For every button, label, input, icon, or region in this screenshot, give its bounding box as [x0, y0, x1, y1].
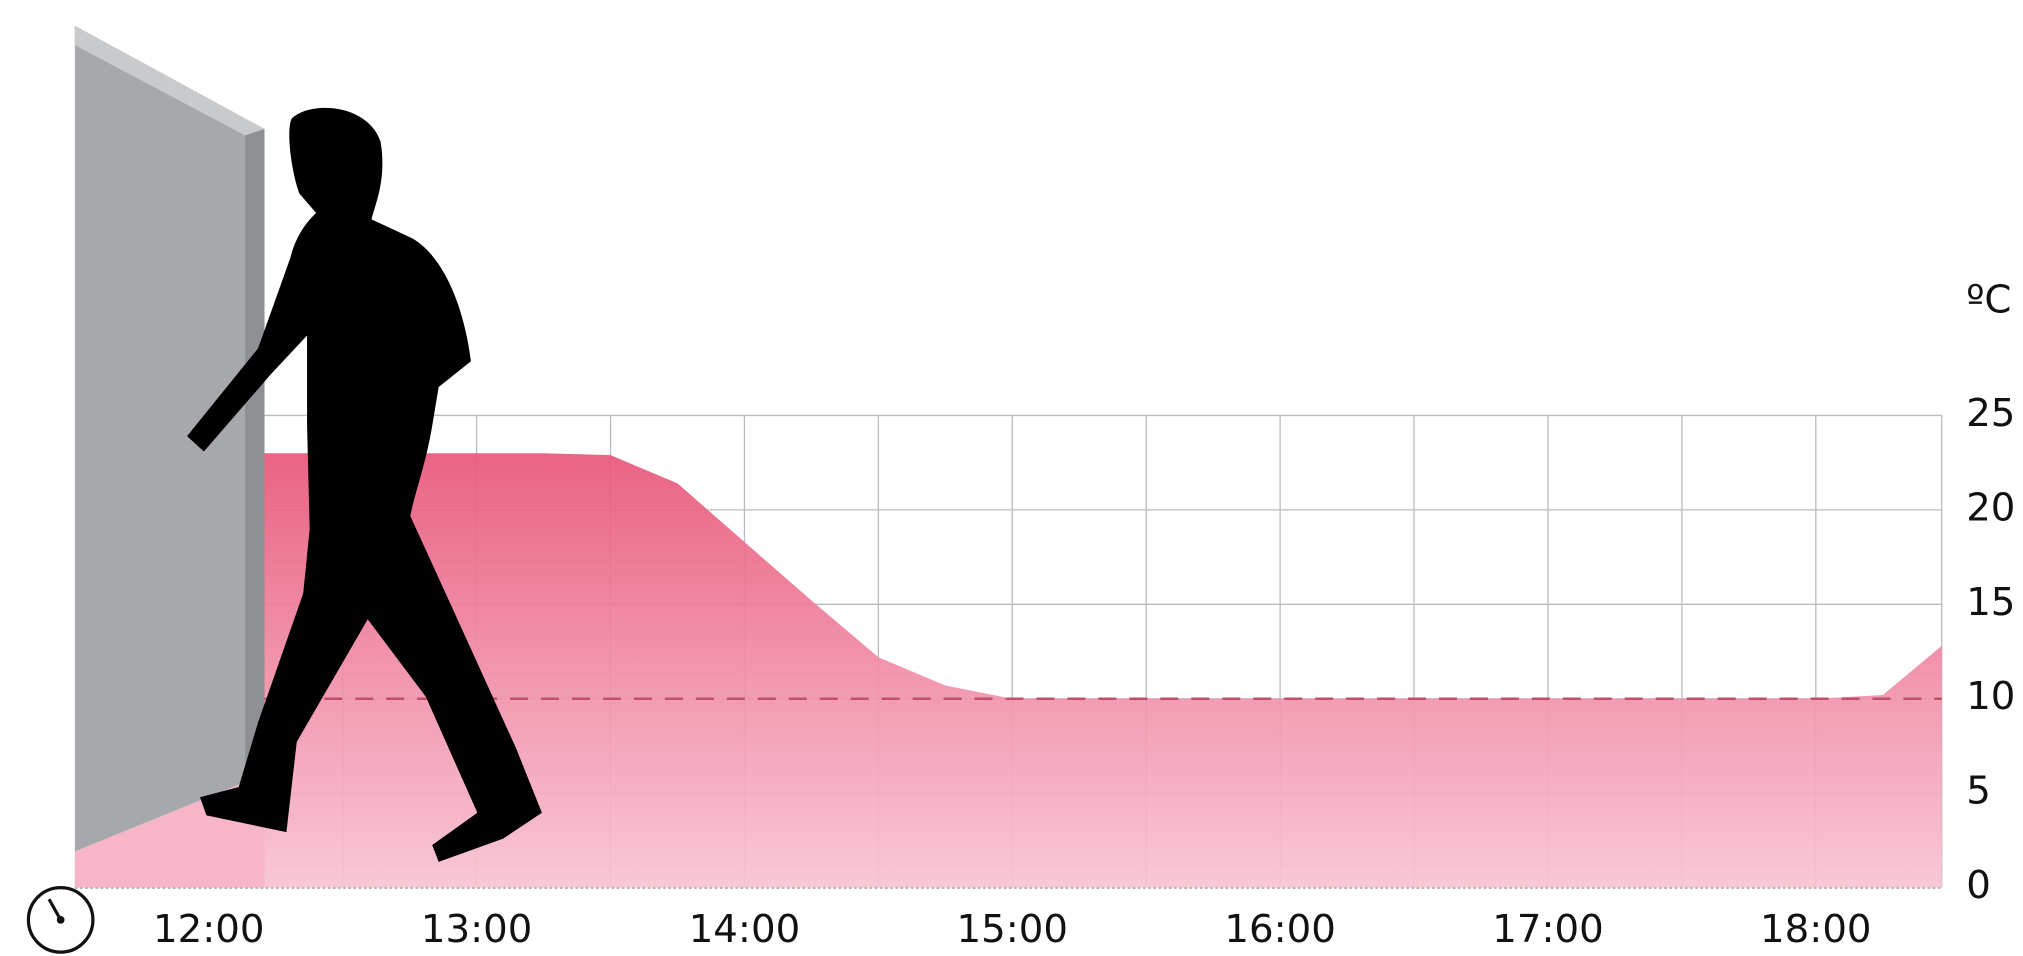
y-tick-label: 5: [1966, 769, 1991, 814]
x-tick-label: 12:00: [153, 907, 265, 952]
x-tick-label: 14:00: [689, 907, 801, 952]
y-tick-label: 0: [1966, 863, 1991, 908]
y-tick-label: 20: [1966, 485, 2015, 530]
x-tick-label: 13:00: [421, 907, 533, 952]
door-edge: [74, 25, 265, 136]
x-tick-label: 17:00: [1492, 907, 1604, 952]
x-tick-label: 18:00: [1760, 907, 1872, 952]
door-side: [245, 129, 265, 782]
y-tick-label: 10: [1966, 674, 2015, 719]
y-tick-label: 15: [1966, 580, 2015, 625]
person-silhouette: [187, 107, 542, 862]
clock-icon: [26, 886, 95, 954]
y-unit: ºC: [1966, 277, 2011, 322]
area-fill: [262, 453, 1942, 888]
plot: [262, 453, 1942, 888]
door: [74, 25, 265, 852]
x-tick-label: 15:00: [957, 907, 1068, 952]
x-tick-label: 16:00: [1224, 907, 1336, 952]
y-tick-label: 25: [1966, 391, 2015, 436]
